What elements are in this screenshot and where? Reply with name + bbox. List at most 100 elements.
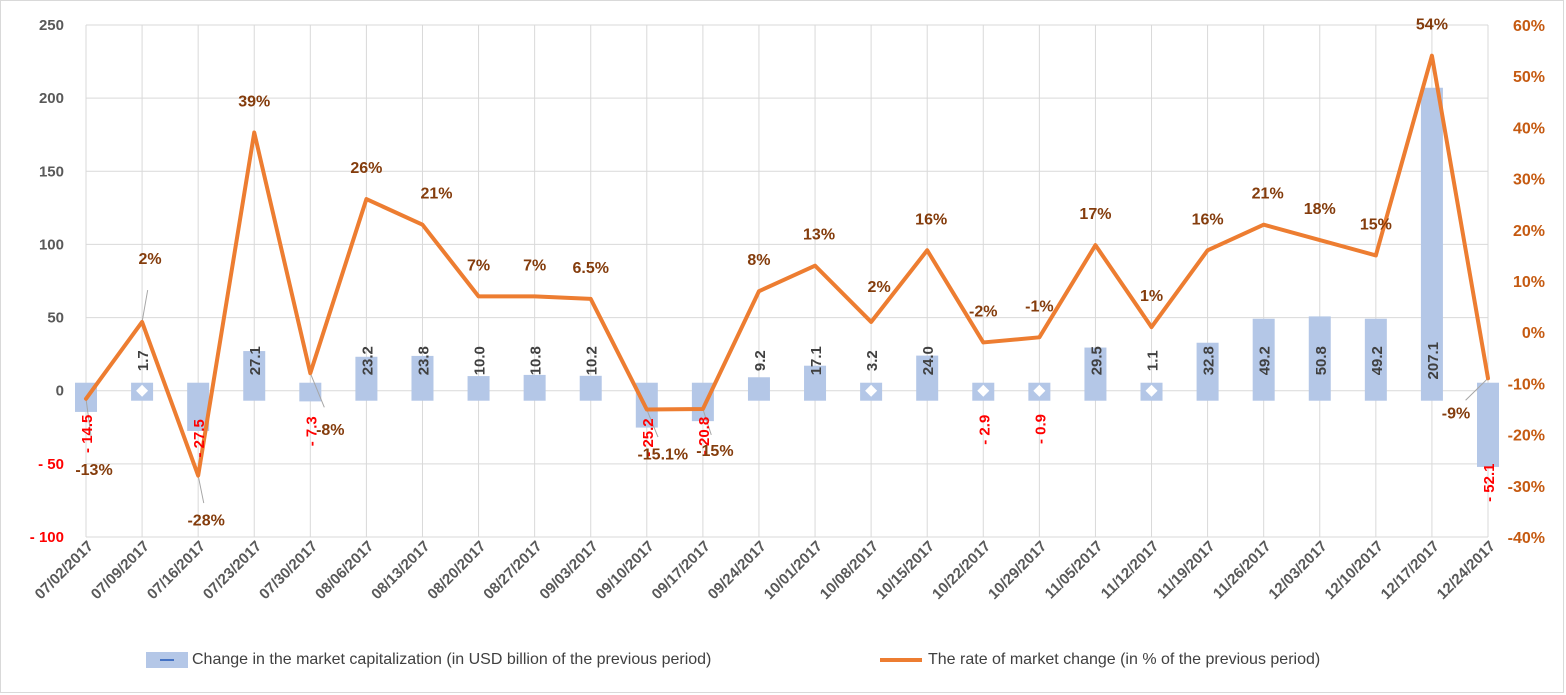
bar-value-label: 3.2 xyxy=(864,350,881,371)
line-value-label: 8% xyxy=(747,252,770,269)
line-value-label: 7% xyxy=(523,257,546,274)
y-left-tick-label: 50 xyxy=(47,310,64,327)
bar-value-label: 9.2 xyxy=(752,350,769,371)
bar xyxy=(804,365,827,401)
x-tick-label: 12/03/2017 xyxy=(1265,538,1330,603)
line-value-label: 16% xyxy=(1192,211,1224,228)
line-value-label: 2% xyxy=(868,279,891,296)
bar-value-label: 24.0 xyxy=(920,346,937,375)
bar-marker xyxy=(1033,384,1046,397)
combo-chart: - 14.5 1.7 - 27.5 27.1 - 7.3 23.2 23.8 10.0 10.8… xyxy=(30,17,1545,603)
bar xyxy=(243,351,266,401)
line-value-label: -1% xyxy=(1025,298,1053,315)
legend: Change in the market capitalization (in … xyxy=(0,645,1566,679)
bar-value-label: 32.8 xyxy=(1201,346,1218,375)
line-value-label: 26% xyxy=(350,160,382,177)
bar xyxy=(523,374,546,401)
y-left-tick-label: 0 xyxy=(56,383,64,400)
x-tick-label: 08/06/2017 xyxy=(312,538,377,603)
leader-line xyxy=(1465,377,1489,401)
bar-marker xyxy=(977,384,990,397)
bar-value-label: 17.1 xyxy=(808,346,825,375)
y-axis-left: - 100 - 50 0 50 100 150 200 250 xyxy=(30,17,64,546)
x-tick-label: 11/26/2017 xyxy=(1210,538,1275,603)
line-labels: -13% 2% -28% 39% -8% 26% 21% 7% 7% 6.5% -15.1% -15%… xyxy=(75,17,1470,530)
legend-item-bar: Change in the market capitalization (in … xyxy=(146,651,711,669)
line-value-label: -9% xyxy=(1442,405,1470,422)
bar-value-label: 23.2 xyxy=(359,346,376,375)
leader-line xyxy=(646,409,659,438)
bar-value-label: 23.8 xyxy=(415,346,432,375)
x-tick-label: 10/08/2017 xyxy=(817,538,882,603)
line-value-label: -8% xyxy=(316,422,344,439)
leader-line xyxy=(197,475,205,504)
line-value-label: 15% xyxy=(1360,216,1392,233)
line-path xyxy=(84,53,1490,478)
bar-value-label: 27.1 xyxy=(247,346,264,375)
bar-value-label: - 52.1 xyxy=(1481,464,1498,502)
bar xyxy=(747,377,770,401)
bar-value-label: 29.5 xyxy=(1088,346,1105,375)
line-value-label: 21% xyxy=(420,186,452,203)
y-right-tick-label: -10% xyxy=(1508,376,1545,393)
bar xyxy=(355,356,378,401)
y-right-tick-label: -40% xyxy=(1508,530,1545,547)
bar-value-label: 49.2 xyxy=(1369,346,1386,375)
line-value-label: 2% xyxy=(139,251,162,268)
x-tick-label: 07/09/2017 xyxy=(88,538,153,603)
legend-bar-label: Change in the market capitalization (in … xyxy=(192,651,712,668)
bar-value-label: - 27.5 xyxy=(191,419,208,457)
y-right-tick-label: 30% xyxy=(1513,172,1545,189)
legend-line-swatch xyxy=(880,658,922,662)
x-tick-label: 07/02/2017 xyxy=(32,538,97,603)
bar xyxy=(187,382,210,431)
x-tick-label: 07/23/2017 xyxy=(200,538,265,603)
bar xyxy=(1308,316,1331,401)
y-left-tick-label: - 100 xyxy=(30,529,64,546)
x-tick-label: 11/19/2017 xyxy=(1154,538,1219,603)
y-left-tick-label: 100 xyxy=(39,236,64,253)
y-left-tick-label: - 50 xyxy=(38,456,64,473)
bar-value-label: 49.2 xyxy=(1257,346,1274,375)
line-value-label: 17% xyxy=(1079,206,1111,223)
bar xyxy=(579,375,602,401)
bar xyxy=(1364,318,1387,401)
y-right-tick-label: 60% xyxy=(1513,18,1545,35)
line-value-label: -15.1% xyxy=(637,447,688,464)
line-value-label: 16% xyxy=(915,211,947,228)
y-left-tick-label: 150 xyxy=(39,163,64,180)
x-tick-label: 09/10/2017 xyxy=(593,538,658,603)
y-right-tick-label: 20% xyxy=(1513,223,1545,240)
legend-bar-swatch xyxy=(146,652,188,668)
bar-marker xyxy=(136,384,149,397)
bar xyxy=(1084,347,1107,401)
bar-marker xyxy=(865,384,878,397)
y-left-tick-label: 200 xyxy=(39,90,64,107)
bar xyxy=(411,355,434,401)
x-tick-label: 08/27/2017 xyxy=(480,538,545,603)
bar-value-label: 207.1 xyxy=(1425,342,1442,380)
line-value-label: 21% xyxy=(1252,186,1284,203)
bar-value-label: - 14.5 xyxy=(79,415,96,453)
bar xyxy=(1252,318,1275,401)
line-value-label: 7% xyxy=(467,257,490,274)
line-value-label: -28% xyxy=(187,513,224,530)
x-tick-label: 07/16/2017 xyxy=(144,538,209,603)
bar xyxy=(467,376,490,401)
bar-value-label: 1.1 xyxy=(1145,350,1162,371)
x-tick-label: 07/30/2017 xyxy=(256,538,321,603)
bar-value-label: - 0.9 xyxy=(1032,414,1049,444)
leader-line xyxy=(85,398,93,441)
bar xyxy=(916,355,939,401)
y-right-tick-label: 10% xyxy=(1513,274,1545,291)
x-tick-label: 12/10/2017 xyxy=(1322,538,1387,603)
bar-labels: - 14.5 1.7 - 27.5 27.1 - 7.3 23.2 23.8 10.0 10.8… xyxy=(79,342,1498,502)
grid xyxy=(85,24,1489,538)
bar-value-label: 10.0 xyxy=(472,346,489,375)
line-value-label: 39% xyxy=(238,94,270,111)
y-right-tick-label: 0% xyxy=(1522,325,1545,342)
legend-item-line: The rate of market change (in % of the p… xyxy=(880,651,1320,669)
y-right-tick-label: -20% xyxy=(1508,428,1545,445)
bar-value-label: 1.7 xyxy=(135,350,152,371)
bar xyxy=(1196,342,1219,401)
